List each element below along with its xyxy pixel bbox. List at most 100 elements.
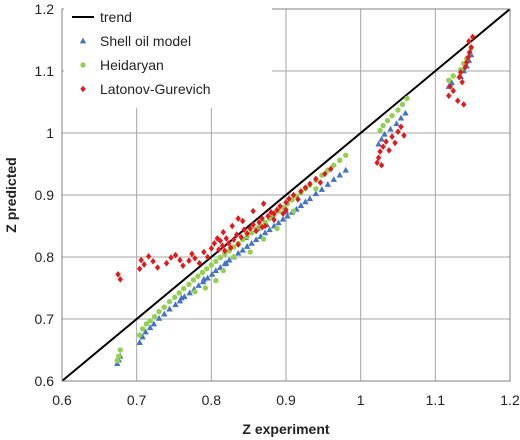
data-point [283,199,289,206]
legend-label: Heidaryan [100,57,164,73]
data-point [283,206,289,214]
data-point [404,95,410,101]
data-point [275,219,282,226]
data-point [252,236,260,243]
data-point [181,285,187,292]
data-point [450,87,456,95]
data-point [186,289,193,296]
data-point [375,140,382,147]
data-point [446,77,452,84]
x-tick-label: 1.2 [500,392,520,408]
data-point [401,132,407,139]
data-point [266,226,273,233]
data-point [239,217,246,225]
data-point [462,63,468,71]
data-point [212,267,220,274]
data-point [312,190,320,197]
data-point [163,259,170,267]
data-point [459,78,465,86]
data-point [328,165,334,173]
data-point [456,73,462,81]
data-point [136,332,143,338]
data-point [389,112,395,119]
data-point [190,277,197,283]
data-point [260,200,267,207]
data-point [302,198,309,205]
data-point [461,101,467,108]
data-point [387,125,394,132]
data-point [374,159,380,167]
data-point [142,328,149,335]
data-point [307,180,313,188]
data-point [136,265,143,273]
data-point [248,239,255,246]
data-point [235,215,241,222]
data-point [180,262,186,269]
data-point [381,130,388,137]
data-point [168,254,174,261]
data-point [399,101,406,108]
data-point [208,245,215,252]
data-point [234,231,240,238]
data-point [290,208,297,214]
data-point [290,191,297,199]
data-point [250,207,256,215]
data-point [297,202,305,208]
data-point [279,215,287,222]
legend: trend Shell oil model Heidaryan Latonov-Gu… [64,4,272,108]
legend-item: Heidaryan [80,57,164,73]
data-point [208,270,216,277]
data-point [277,202,283,210]
data-point [458,68,464,76]
x-tick-label: 0.7 [127,392,147,408]
data-point [200,275,208,282]
data-point [177,256,183,264]
x-tick-label: 1.1 [426,392,446,408]
data-point [202,285,209,291]
data-point [395,107,401,113]
data-point [229,222,235,230]
data-point [220,267,226,274]
data-point [172,294,178,300]
data-point [271,210,277,217]
legend-item: Shell oil model [79,33,191,49]
data-point [337,157,343,163]
y-tick-label: 0.6 [35,373,55,389]
data-point [223,235,229,242]
data-point [259,223,265,231]
data-point [330,176,337,182]
data-point [219,242,226,250]
data-point [317,179,324,186]
data-point [302,184,309,191]
data-point [375,154,382,162]
legend-marker [79,37,87,44]
data-points [114,33,476,367]
data-point [214,235,221,242]
data-point [217,237,223,245]
data-point [154,264,161,271]
data-point [274,225,280,232]
legend-marker [80,85,86,93]
data-point [213,258,219,265]
data-point [155,314,163,321]
data-point [306,195,314,202]
data-point [295,196,301,203]
y-axis-title: Z predicted [3,157,19,232]
data-point [247,249,253,255]
data-point [150,258,156,265]
data-point [336,171,343,178]
legend-label: Latonov-Gurevich [100,81,211,97]
data-point [389,133,395,141]
x-tick-labels: 0.6 0.7 0.8 0.9 1 1.1 1.2 [52,392,520,408]
data-point [262,219,268,225]
data-point [402,109,409,116]
data-point [176,290,182,296]
data-point [139,333,146,340]
data-point [231,236,237,243]
data-point [260,236,267,242]
data-point [284,212,291,219]
data-point [115,271,121,278]
data-point [176,297,184,304]
data-point [186,281,192,287]
data-point [286,195,292,203]
